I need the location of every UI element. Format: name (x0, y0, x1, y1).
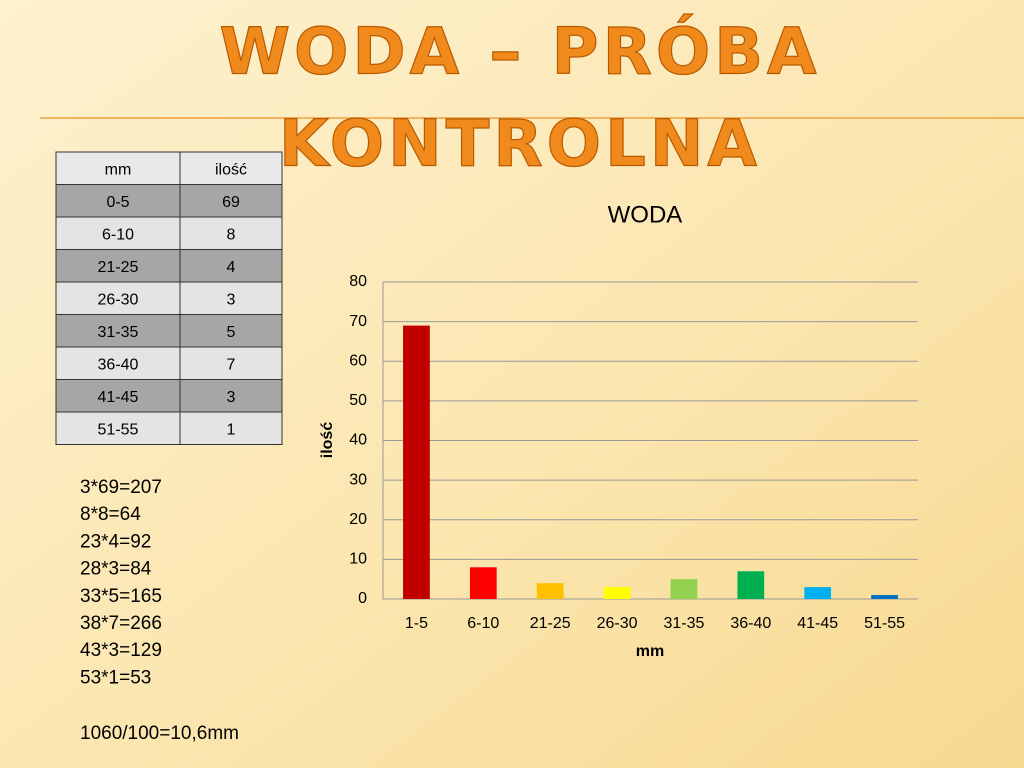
table-text: 1 (227, 421, 236, 438)
y-tick-label: 10 (349, 551, 367, 568)
calculation-line: 53*1=53 (80, 667, 151, 688)
bar (403, 325, 430, 599)
table-text: 21-25 (98, 259, 139, 276)
table-cell (55, 184, 181, 218)
calculation-line: 23*4=92 (80, 531, 151, 552)
table-text: 3 (227, 291, 236, 308)
table-text: 41-45 (98, 389, 139, 406)
slide-title: KONTROLNA (279, 108, 761, 182)
table-text: 31-35 (98, 324, 139, 341)
table-cell (55, 281, 181, 315)
table-cell (179, 249, 283, 283)
y-tick-label: 0 (358, 590, 367, 607)
table-text: 6-10 (102, 226, 134, 243)
chart-title: WODA (608, 201, 683, 228)
y-tick-label: 50 (349, 392, 367, 409)
bar (871, 595, 898, 599)
bar (670, 579, 698, 599)
calculation-line: 38*7=266 (80, 613, 162, 634)
x-tick-label: 41-45 (797, 615, 838, 632)
calculation-line: 8*8=64 (80, 504, 141, 525)
bar (536, 583, 564, 599)
table-cell (55, 151, 181, 185)
calculation-line: 43*3=129 (80, 640, 162, 661)
x-axis-label: mm (636, 643, 664, 660)
table-text: 7 (227, 356, 236, 373)
calculation-line: 3*69=207 (80, 477, 162, 498)
table-text: 36-40 (98, 356, 139, 373)
table-text: 69 (222, 194, 240, 211)
calculation-result: 1060/100=10,6mm (80, 723, 239, 744)
table-cell (179, 216, 283, 250)
y-tick-label: 40 (349, 432, 367, 449)
table-text: 8 (227, 226, 236, 243)
x-tick-label: 51-55 (864, 615, 905, 632)
table-text: 26-30 (98, 291, 139, 308)
table-text: 51-55 (98, 421, 139, 438)
bar (603, 587, 631, 599)
table-cell (179, 184, 283, 218)
slide-title: WODA – PRÓBA (219, 14, 820, 90)
calculation-line: 28*3=84 (80, 559, 152, 580)
table-cell (179, 281, 283, 315)
table-text: 4 (227, 259, 236, 276)
x-tick-label: 21-25 (530, 615, 571, 632)
table-cell (179, 379, 283, 413)
y-tick-label: 70 (349, 313, 367, 330)
bar (469, 567, 497, 599)
table-cell (179, 314, 283, 348)
table-cell (179, 346, 283, 380)
y-tick-label: 20 (349, 511, 367, 528)
calculation-line: 33*5=165 (80, 586, 162, 607)
table-text: 5 (227, 324, 236, 341)
x-tick-label: 31-35 (663, 615, 704, 632)
y-tick-label: 30 (349, 471, 367, 488)
x-tick-label: 1-5 (405, 615, 428, 632)
bar (737, 571, 765, 599)
y-axis-label: ilość (319, 422, 336, 459)
table-text: 0-5 (106, 194, 129, 211)
table-cell (55, 216, 181, 250)
table-cell (179, 411, 283, 445)
table-text: mm (105, 161, 132, 178)
y-tick-label: 80 (349, 273, 367, 290)
x-tick-label: 26-30 (597, 615, 638, 632)
table-cell (55, 314, 181, 348)
y-tick-label: 60 (349, 352, 367, 369)
bar (804, 587, 832, 599)
table-text: 3 (227, 389, 236, 406)
x-tick-label: 36-40 (730, 615, 771, 632)
table-text: ilość (215, 161, 247, 178)
x-tick-label: 6-10 (467, 615, 499, 632)
